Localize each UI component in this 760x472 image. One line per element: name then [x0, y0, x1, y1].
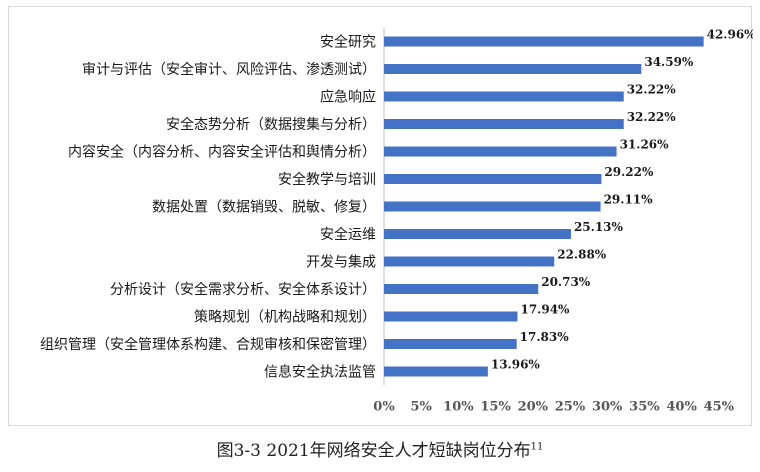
bar	[384, 256, 555, 267]
data-label: 29.11%	[604, 193, 654, 207]
x-tick-label: 30%	[592, 399, 623, 414]
category-label: 内容安全（内容分析、内容安全评估和舆情分析）	[68, 144, 376, 161]
data-label: 20.73%	[541, 275, 591, 289]
category-label: 开发与集成	[306, 254, 376, 271]
x-tick-label: 35%	[629, 399, 660, 414]
x-tick-label: 20%	[518, 399, 549, 414]
bar	[384, 36, 704, 47]
category-label: 安全研究	[320, 34, 376, 51]
figure-caption: 图3-3 2021年网络安全人才短缺岗位分布11	[0, 436, 760, 461]
x-tick-label: 25%	[555, 399, 586, 414]
x-tick-label: 0%	[373, 399, 395, 414]
caption-footnote-ref: 11	[530, 441, 544, 453]
bar	[384, 64, 642, 74]
x-tick-label: 5%	[410, 399, 432, 414]
category-label: 安全态势分析（数据搜集与分析）	[166, 116, 376, 133]
x-tick-label: 15%	[480, 399, 511, 414]
caption-text: 图3-3 2021年网络安全人才短缺岗位分布	[216, 441, 531, 461]
x-tick-label: 45%	[704, 399, 735, 414]
bar	[384, 311, 518, 322]
bar	[384, 366, 488, 377]
data-label: 13.96%	[491, 358, 541, 372]
bar	[384, 146, 617, 157]
category-label: 应急响应	[320, 89, 376, 106]
bar	[384, 174, 602, 184]
data-label: 17.94%	[520, 303, 570, 317]
chart-frame: 安全研究 42.96% 审计与评估（安全审计、风险评估、渗透测试） 34.59% 应急响…	[8, 6, 753, 426]
data-label: 31.26%	[620, 138, 670, 152]
data-label: 25.13%	[574, 220, 624, 234]
category-label: 组织管理（安全管理体系构建、合规审核和保密管理）	[40, 336, 376, 353]
x-tick-label: 10%	[443, 399, 474, 414]
category-label: 信息安全执法监管	[264, 364, 376, 381]
bar	[384, 201, 601, 212]
bar	[384, 229, 571, 239]
category-label: 策略规划（机构战略和规划）	[194, 309, 376, 326]
bar	[384, 339, 517, 349]
data-label: 34.59%	[644, 55, 694, 69]
data-label: 32.22%	[627, 110, 677, 124]
category-label: 数据处置（数据销毁、脱敏、修复）	[152, 199, 376, 216]
data-label: 29.22%	[604, 165, 654, 179]
category-label: 安全教学与培训	[278, 171, 376, 188]
category-label: 审计与评估（安全审计、风险评估、渗透测试）	[82, 61, 376, 78]
category-label: 安全运维	[320, 226, 376, 243]
data-label: 42.96%	[707, 28, 753, 42]
bar	[384, 91, 624, 102]
data-label: 17.83%	[520, 330, 570, 344]
bar	[384, 119, 624, 129]
data-label: 22.88%	[557, 248, 607, 262]
bar-chart: 安全研究 42.96% 审计与评估（安全审计、风险评估、渗透测试） 34.59% 应急响…	[40, 28, 753, 415]
data-label: 32.22%	[627, 83, 677, 97]
bar	[384, 284, 539, 294]
category-label: 分析设计（安全需求分析、安全体系设计）	[110, 281, 376, 298]
x-tick-label: 40%	[666, 399, 697, 414]
